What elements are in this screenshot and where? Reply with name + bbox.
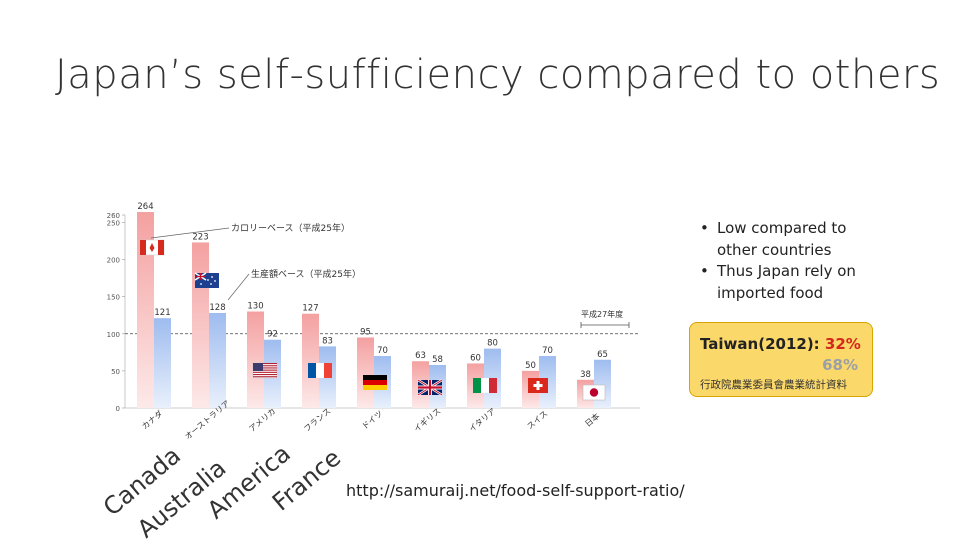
- bar-production-0: [154, 318, 171, 408]
- flag-germany-icon: [363, 375, 387, 390]
- value-label-calorie: 223: [192, 232, 208, 242]
- y-tick-label: 50: [111, 368, 120, 376]
- bar-calorie-4: [357, 337, 374, 408]
- flag-canada-icon: [139, 239, 165, 256]
- value-label-production: 80: [487, 339, 498, 349]
- value-label-production: 65: [597, 350, 608, 360]
- y-tick-label: 0: [116, 405, 120, 413]
- value-label-calorie: 38: [580, 370, 591, 380]
- bar-production-8: [594, 359, 611, 408]
- category-label: カナダ: [140, 408, 165, 431]
- japan-bracket-line: [580, 322, 630, 328]
- y-tick-label: 250: [107, 219, 120, 227]
- value-label-production: 121: [154, 308, 170, 318]
- bar-calorie-3: [302, 313, 319, 408]
- bullet-mark: •: [700, 262, 709, 280]
- taiwan-source: 行政院農業委員會農業統計資料: [700, 379, 847, 391]
- y-tick-label: 100: [107, 331, 120, 339]
- bullet-mark: •: [700, 219, 709, 237]
- bullet-item: • Thus Japan rely on imported food: [700, 261, 890, 304]
- value-label-production: 128: [209, 303, 225, 313]
- value-label-calorie: 60: [470, 353, 481, 363]
- flag-japan-icon: [582, 384, 606, 401]
- taiwan-callout: Taiwan(2012): 32% 68% 行政院農業委員會農業統計資料: [689, 322, 873, 397]
- value-label-production: 58: [432, 355, 443, 365]
- y-tick-label: 150: [107, 294, 120, 302]
- y-tick-label: 260: [107, 212, 120, 220]
- source-url: http://samuraij.net/food-self-support-ra…: [346, 481, 685, 500]
- category-label: フランス: [302, 406, 332, 433]
- flag-usa-icon: [252, 362, 278, 379]
- value-label-calorie: 127: [302, 304, 318, 314]
- bullet-text: Low compared to other countries: [717, 219, 847, 259]
- bar-calorie-0: [137, 212, 154, 408]
- value-label-production: 83: [322, 336, 333, 346]
- category-label: アメリカ: [247, 406, 277, 433]
- category-label: イギリス: [412, 406, 442, 433]
- japan-reference-label: 平成27年度: [581, 309, 623, 319]
- value-label-calorie: 63: [415, 351, 426, 361]
- taiwan-label: Taiwan(2012):: [700, 335, 820, 353]
- taiwan-production-pct: 68%: [822, 356, 858, 374]
- legend-calorie: カロリーベース（平成25年）: [231, 222, 350, 234]
- legend-production: 生産額ベース（平成25年）: [251, 268, 361, 280]
- category-label: ドイツ: [360, 409, 384, 431]
- value-label-calorie: 95: [360, 327, 371, 337]
- flag-france-icon: [308, 363, 332, 378]
- value-label-production: 92: [267, 330, 278, 340]
- bullet-item: • Low compared to other countries: [700, 218, 890, 261]
- legend-production-leader: [227, 273, 250, 301]
- value-label-calorie: 50: [525, 361, 536, 371]
- value-label-production: 70: [542, 346, 553, 356]
- flag-italy-icon: [473, 378, 497, 393]
- taiwan-calorie-line: Taiwan(2012): 32%: [700, 335, 861, 353]
- category-label: スイス: [525, 409, 549, 431]
- legend-calorie-leader: [150, 227, 230, 239]
- value-label-calorie: 130: [247, 302, 263, 312]
- flag-australia-icon: [194, 272, 219, 288]
- bar-calorie-2: [247, 311, 264, 408]
- bullet-text: Thus Japan rely on imported food: [717, 262, 856, 302]
- category-label: 日本: [583, 411, 602, 429]
- category-label: イタリア: [467, 406, 497, 433]
- value-label-production: 70: [377, 346, 388, 356]
- y-tick-label: 200: [107, 257, 120, 265]
- slide-title: Japan’s self-sufficiency compared to oth…: [55, 52, 941, 98]
- flag-switzerland-icon: [528, 378, 548, 393]
- taiwan-calorie-pct: 32%: [824, 335, 861, 353]
- bullet-list: • Low compared to other countries • Thus J…: [700, 218, 890, 304]
- value-label-calorie: 264: [137, 202, 153, 212]
- bar-calorie-1: [192, 242, 209, 408]
- flag-uk-icon: [417, 378, 443, 397]
- bar-production-1: [209, 312, 226, 408]
